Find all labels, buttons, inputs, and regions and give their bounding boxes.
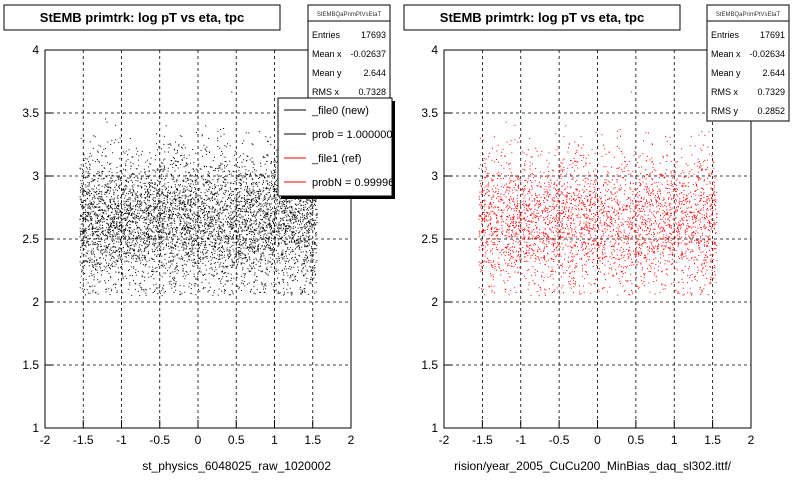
stats-label: Mean y	[312, 68, 342, 78]
y-tick-label: 2.5	[22, 232, 39, 246]
y-tick-label: 1.5	[22, 358, 39, 372]
stats-label: Mean x	[312, 49, 342, 59]
scatter-points	[478, 91, 718, 297]
x-tick-label: 1.5	[704, 433, 721, 447]
x-tick-label: -1	[515, 433, 526, 447]
legend-entry: _file0 (new)	[311, 105, 369, 117]
scatter-points	[79, 91, 318, 297]
y-tick-label: 1	[431, 421, 438, 435]
stats-value: 0.7328	[358, 87, 386, 97]
stats-value: 17691	[760, 30, 785, 40]
title-box	[403, 4, 681, 31]
x-tick-label: -0.5	[149, 433, 170, 447]
x-tick-label: -0.5	[549, 433, 570, 447]
stats-value: 2.644	[363, 68, 386, 78]
x-tick-label: 0	[195, 433, 202, 447]
x-tick-label: -1.5	[472, 433, 493, 447]
y-tick-label: 1	[32, 421, 39, 435]
x-tick-label: 0.5	[628, 433, 645, 447]
stats-value: 0.2852	[757, 106, 785, 116]
title-box	[3, 4, 281, 31]
stats-label: RMS x	[312, 87, 340, 97]
x-tick-label: 2	[348, 433, 355, 447]
y-tick-label: 2.5	[421, 232, 438, 246]
x-tick-label: 0	[594, 433, 601, 447]
stats-box	[706, 4, 790, 122]
x-tick-label: 2	[748, 433, 755, 447]
legend-entry: probN = 0.999965	[312, 177, 400, 189]
y-tick-label: 3.5	[421, 106, 438, 120]
y-tick-label: 3.5	[22, 106, 39, 120]
stats-name: StEMBQaPrimPtVsEtaT	[317, 12, 382, 18]
y-tick-label: 3	[431, 169, 438, 183]
x-tick-label: -1	[116, 433, 127, 447]
chart-panel-1: -2 -1.5 -1 -0.5 0 0.5 1 1.5 2 1 1.5 2 2.5 3 3.5 4 st_phy…	[3, 4, 400, 473]
stats-label: Entries	[711, 30, 740, 40]
chart-panel-2: -2 -1.5 -1 -0.5 0 0.5 1 1.5 2 1 1.5 2 2.5 3 3.5 4 rision…	[403, 4, 790, 473]
y-tick-label: 2	[32, 295, 39, 309]
stats-label: Entries	[312, 30, 341, 40]
stats-value: 17693	[361, 30, 386, 40]
y-tick-label: 4	[431, 43, 438, 57]
y-tick-label: 3	[32, 169, 39, 183]
stats-value: -0.02637	[350, 49, 386, 59]
chart-title: StEMB primtrk: log pT vs eta, tpc	[40, 10, 244, 25]
x-tick-label: -2	[40, 433, 51, 447]
stats-label: Mean y	[711, 68, 741, 78]
stats-name: StEMBQaPrimPtVsEtaT	[716, 12, 781, 18]
legend-entry: _file1 (ref)	[311, 153, 362, 165]
x-axis-title: rision/year_2005_CuCu200_MinBias_daq_sl3…	[454, 459, 732, 473]
x-tick-label: -2	[439, 433, 450, 447]
stats-label: RMS y	[711, 106, 739, 116]
stats-value: 0.7329	[757, 87, 785, 97]
stats-value: 2.644	[762, 68, 785, 78]
y-tick-label: 1.5	[421, 358, 438, 372]
x-tick-label: 1.5	[304, 433, 321, 447]
stats-value: -0.02634	[749, 49, 785, 59]
legend-box	[277, 97, 393, 197]
stats-label: Mean x	[711, 49, 741, 59]
x-tick-label: 1	[271, 433, 278, 447]
x-axis-title: st_physics_6048025_raw_1020002	[142, 459, 331, 473]
stats-label: RMS x	[711, 87, 739, 97]
x-tick-label: 1	[671, 433, 678, 447]
legend-entry: prob = 1.000000	[312, 129, 392, 141]
x-tick-label: 0.5	[228, 433, 245, 447]
chart-title: StEMB primtrk: log pT vs eta, tpc	[440, 10, 644, 25]
y-tick-label: 2	[431, 295, 438, 309]
x-tick-label: -1.5	[73, 433, 94, 447]
y-tick-label: 4	[32, 43, 39, 57]
